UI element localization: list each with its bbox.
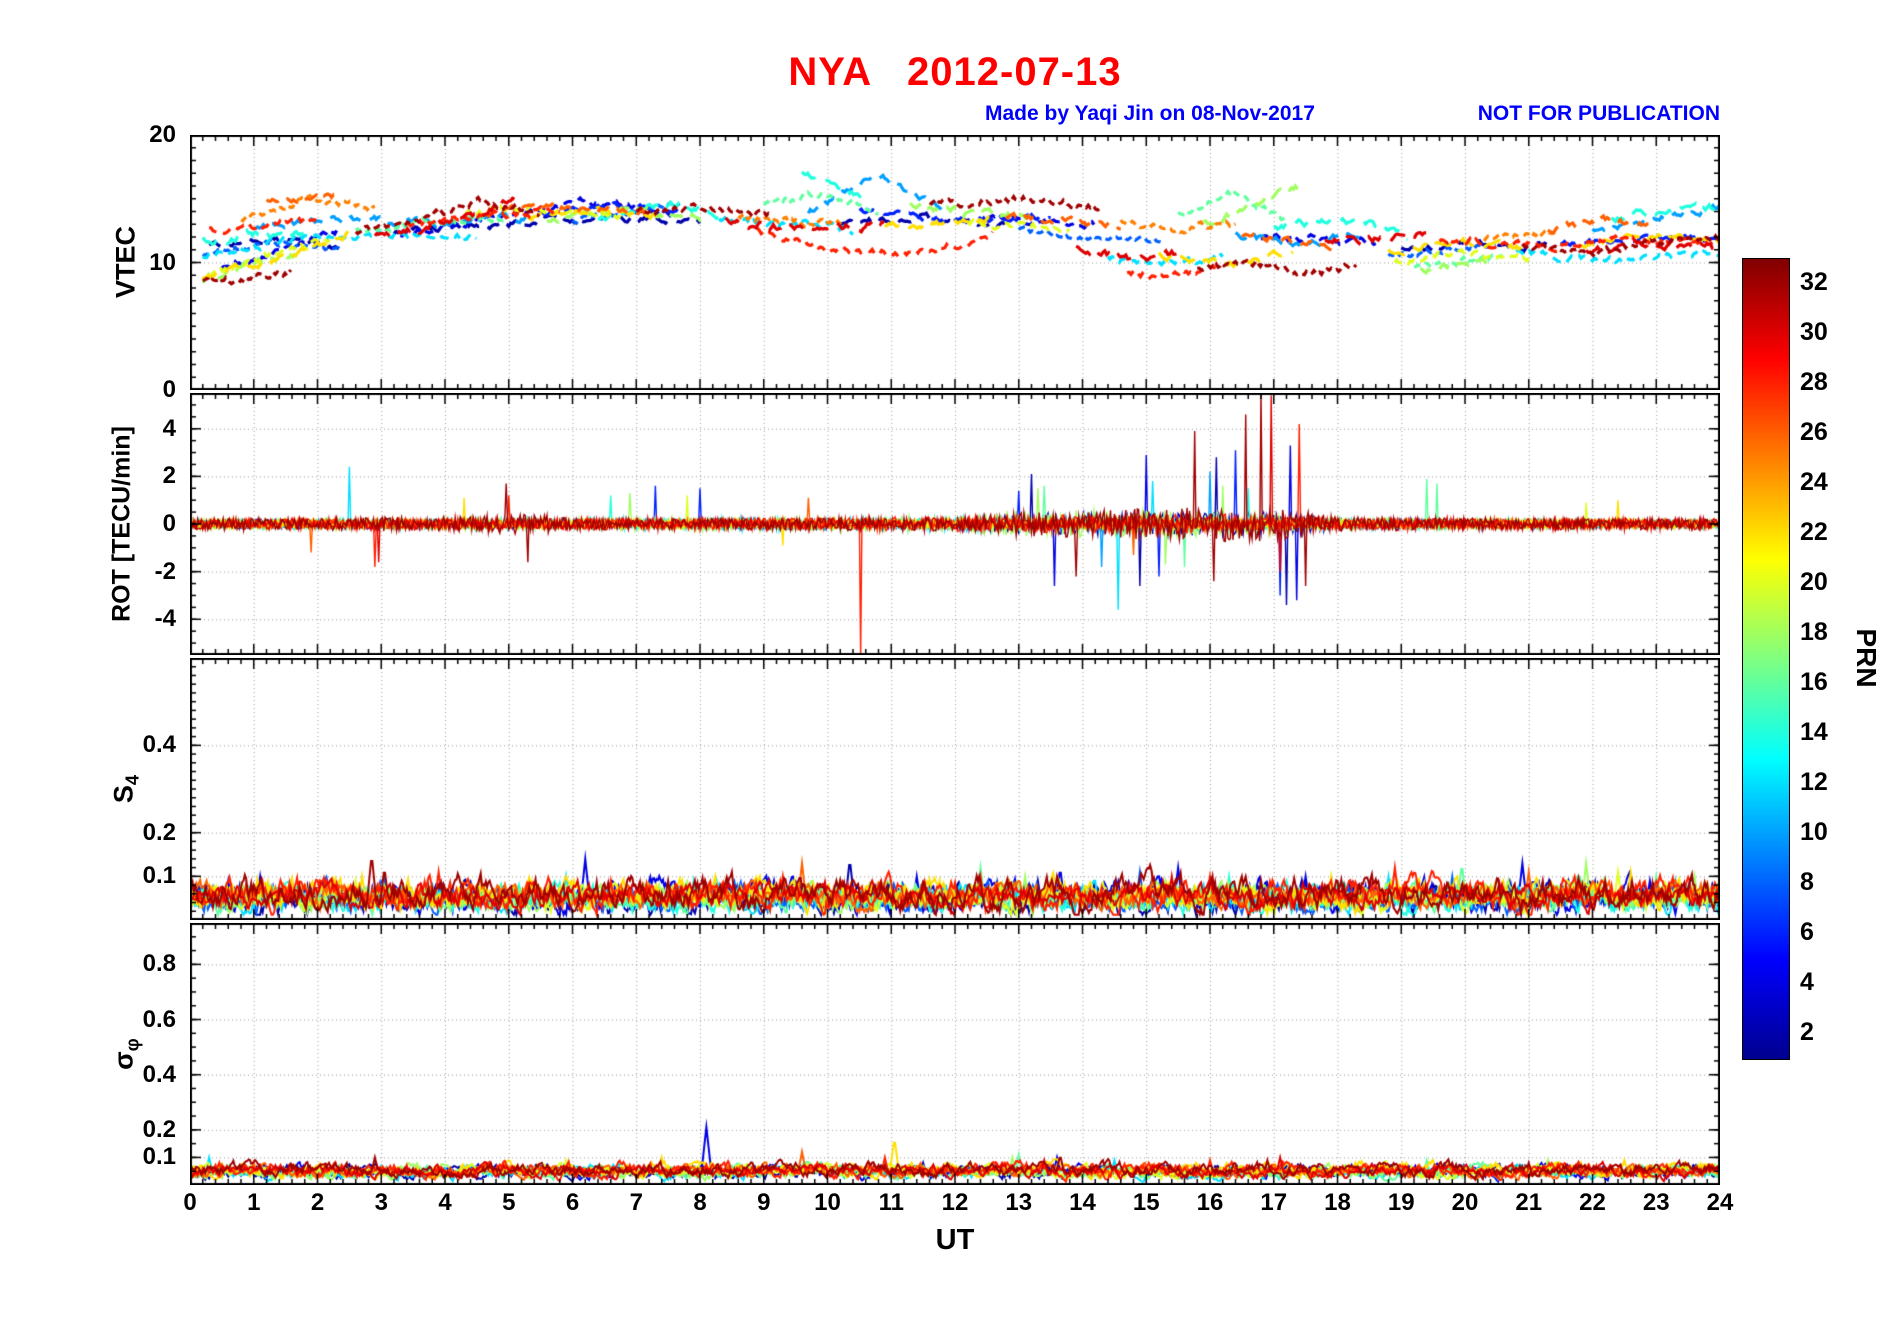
rot-plot-canvas: [190, 393, 1720, 655]
x-tick-label: 4: [438, 1189, 452, 1216]
colorbar-tick-label: 16: [1800, 668, 1828, 696]
colorbar-tick-label: 28: [1800, 368, 1828, 396]
s4-plot-canvas: [190, 658, 1720, 920]
colorbar-tick-label: 18: [1800, 618, 1828, 646]
colorbar-tick-label: 6: [1800, 918, 1814, 946]
x-tick-label: 14: [1069, 1189, 1096, 1216]
y-tick-label: 4: [162, 414, 176, 442]
y-tick-label: 0.4: [142, 731, 176, 759]
y-tick-label: 0: [162, 376, 176, 403]
y-tick-label: 2: [162, 462, 176, 490]
colorbar-tick-label: 26: [1800, 418, 1828, 446]
vtec-plot-canvas: [190, 135, 1720, 390]
colorbar-tick-label: 30: [1800, 318, 1828, 346]
x-tick-label: 24: [1706, 1189, 1734, 1216]
sigma-phi-panel: [190, 923, 1720, 1185]
x-tick-label: 10: [814, 1189, 841, 1216]
x-tick-label: 6: [565, 1189, 580, 1216]
colorbar-tick-label: 24: [1800, 468, 1828, 496]
x-tick-label: 13: [1005, 1189, 1033, 1216]
chart-title: NYA 2012-07-13: [788, 50, 1122, 94]
y-tick-label: 0.8: [142, 950, 176, 978]
y-tick-label: 0.4: [142, 1060, 176, 1088]
colorbar-tick-label: 8: [1800, 868, 1814, 896]
y-tick-label: 20: [149, 121, 176, 148]
vtec-panel: [190, 135, 1720, 390]
rot-panel: [190, 393, 1720, 655]
x-tick-label: 19: [1387, 1189, 1415, 1216]
prn-colorbar: [1742, 258, 1790, 1060]
y-tick-label: 0.6: [142, 1005, 176, 1033]
x-tick-label: 0: [183, 1189, 197, 1216]
x-tick-label: 1: [247, 1189, 261, 1216]
x-tick-label: 21: [1515, 1189, 1543, 1216]
colorbar-tick-label: 4: [1800, 968, 1814, 996]
y-tick-label: 0.2: [142, 1115, 176, 1143]
colorbar-tick-label: 2: [1800, 1018, 1814, 1046]
x-tick-label: 3: [374, 1189, 388, 1216]
x-tick-label: 11: [878, 1189, 904, 1216]
x-tick-label: 22: [1579, 1189, 1606, 1216]
sigma-phi-plot-canvas: [190, 923, 1720, 1185]
y-axis-label-s4: S4: [108, 774, 143, 804]
x-tick-label: 2: [310, 1189, 325, 1216]
credit-row: Made by Yaqi Jin on 08-Nov-2017 NOT FOR …: [985, 102, 1720, 126]
colorbar-tick-label: 32: [1800, 268, 1828, 296]
x-tick-label: 5: [502, 1189, 516, 1216]
x-tick-label: 12: [941, 1189, 969, 1216]
x-tick-label: 17: [1260, 1189, 1288, 1216]
colorbar-tick-label: 14: [1800, 718, 1828, 746]
x-tick-label: 20: [1451, 1189, 1479, 1216]
prn-colorbar-label: PRN: [1851, 628, 1882, 688]
x-axis-label-ut: UT: [935, 1224, 975, 1256]
x-tick-label: 16: [1196, 1189, 1224, 1216]
colorbar-tick-label: 22: [1800, 518, 1828, 546]
s4-panel: [190, 658, 1720, 920]
y-tick-label: -4: [154, 605, 176, 633]
y-tick-label: -2: [154, 557, 176, 585]
y-tick-label: 10: [149, 248, 176, 276]
not-for-publication-notice: NOT FOR PUBLICATION: [1477, 102, 1720, 125]
y-tick-label: 0.1: [142, 862, 176, 890]
colorbar-tick-label: 10: [1800, 818, 1828, 846]
colorbar-tick-label: 20: [1800, 568, 1828, 596]
x-tick-label: 18: [1324, 1189, 1351, 1216]
x-tick-label: 7: [629, 1189, 643, 1216]
colorbar-tick-label: 12: [1800, 768, 1828, 796]
y-tick-label: 0: [162, 510, 176, 537]
credit-text: Made by Yaqi Jin on 08-Nov-2017: [985, 102, 1315, 125]
y-tick-label: 0.2: [142, 818, 176, 846]
y-tick-label: 0.1: [142, 1143, 176, 1171]
x-tick-label: 15: [1132, 1189, 1160, 1216]
x-tick-label: 8: [693, 1189, 707, 1216]
x-tick-label: 23: [1642, 1189, 1670, 1216]
x-tick-label: 9: [757, 1189, 771, 1216]
